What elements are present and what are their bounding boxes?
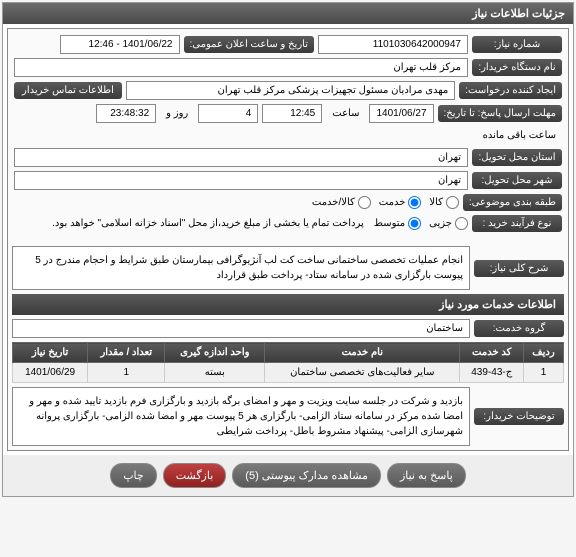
process-label: نوع فرآیند خرید : — [472, 215, 562, 232]
services-header: اطلاعات خدمات مورد نیاز — [12, 294, 564, 315]
back-button[interactable]: بازگشت — [163, 463, 227, 488]
buyer-notes: بازدید و شرکت در جلسه سایت ویزیت و مهر و… — [12, 387, 470, 446]
radio-medium-input[interactable] — [408, 217, 421, 230]
td-unit: بسته — [165, 363, 265, 383]
process-note: پرداخت تمام یا بخشی از مبلغ خرید،از محل … — [14, 215, 370, 232]
attachments-button[interactable]: مشاهده مدارک پیوستی (5) — [232, 463, 381, 488]
deadline-date: 1401/06/27 — [369, 104, 433, 123]
deadline-hour: 12:45 — [262, 104, 322, 123]
radio-service[interactable]: خدمت — [379, 196, 422, 209]
td-date: 1401/06/29 — [13, 363, 88, 383]
announce-label: تاریخ و ساعت اعلان عمومی: — [184, 36, 315, 53]
buyer-notes-label: توضیحات خریدار: — [474, 408, 564, 425]
days-left: 4 — [198, 104, 258, 123]
td-qty: 1 — [88, 363, 165, 383]
panel-title: جزئیات اطلاعات نیاز — [3, 3, 573, 24]
radio-medium[interactable]: متوسط — [374, 217, 421, 230]
buyer-label: نام دستگاه خریدار: — [472, 59, 562, 76]
need-number-value: 1101030642000947 — [318, 35, 468, 54]
radio-partial[interactable]: جزیی — [429, 217, 468, 230]
city-value: تهران — [14, 171, 468, 190]
td-row: 1 — [524, 363, 564, 383]
radio-service-input[interactable] — [408, 196, 421, 209]
radio-goods-input[interactable] — [446, 196, 459, 209]
th-code: کد خدمت — [460, 343, 524, 363]
radio-goods[interactable]: کالا — [429, 196, 459, 209]
buyer-value: مرکز قلب تهران — [14, 58, 468, 77]
table-row: 1 ج-43-439 سایر فعالیت‌های تخصصی ساختمان… — [13, 363, 564, 383]
td-code: ج-43-439 — [460, 363, 524, 383]
requester-label: ایجاد کننده درخواست: — [459, 82, 562, 99]
day-label: روز و — [160, 105, 194, 122]
desc-label: شرح کلی نیاز: — [474, 260, 564, 277]
requester-value: مهدی مرادیان مسئول تجهیزات پزشکی مرکز قل… — [126, 81, 455, 100]
services-table: ردیف کد خدمت نام خدمت واحد اندازه گیری ت… — [12, 342, 564, 383]
hour-label: ساعت — [326, 105, 365, 122]
category-radio-group: کالا خدمت کالا/خدمت — [312, 196, 459, 209]
th-date: تاریخ نیاز — [13, 343, 88, 363]
province-value: تهران — [14, 148, 468, 167]
details-panel: شماره نیاز: 1101030642000947 تاریخ و ساع… — [7, 28, 569, 451]
th-unit: واحد اندازه گیری — [165, 343, 265, 363]
radio-partial-input[interactable] — [455, 217, 468, 230]
province-label: استان محل تحویل: — [472, 149, 562, 166]
radio-both[interactable]: کالا/خدمت — [312, 196, 371, 209]
need-number-label: شماره نیاز: — [472, 36, 562, 53]
remain-hour: 23:48:32 — [96, 104, 156, 123]
deadline-label: مهلت ارسال پاسخ: تا تاریخ: — [438, 105, 562, 122]
category-label: طبقه بندی موضوعی: — [463, 194, 562, 211]
th-name: نام خدمت — [265, 343, 460, 363]
table-header-row: ردیف کد خدمت نام خدمت واحد اندازه گیری ت… — [13, 343, 564, 363]
th-qty: تعداد / مقدار — [88, 343, 165, 363]
main-panel: جزئیات اطلاعات نیاز شماره نیاز: 11010306… — [2, 2, 574, 497]
td-name: سایر فعالیت‌های تخصصی ساختمان — [265, 363, 460, 383]
radio-both-input[interactable] — [358, 196, 371, 209]
group-label: گروه خدمت: — [474, 320, 564, 337]
announce-value: 1401/06/22 - 12:46 — [60, 35, 180, 54]
group-value: ساختمان — [12, 319, 470, 338]
process-radio-group: جزیی متوسط — [374, 217, 468, 230]
th-row: ردیف — [524, 343, 564, 363]
desc-text: انجام عملیات تخصصی ساختمانی ساخت کت لب آ… — [12, 246, 470, 290]
remain-text: ساعت باقی مانده — [477, 127, 562, 144]
respond-button[interactable]: پاسخ به نیاز — [387, 463, 466, 488]
print-button[interactable]: چاپ — [110, 463, 157, 488]
contact-info-button[interactable]: اطلاعات تماس خریدار — [14, 82, 122, 99]
city-label: شهر محل تحویل: — [472, 172, 562, 189]
button-bar: پاسخ به نیاز مشاهده مدارک پیوستی (5) باز… — [3, 455, 573, 496]
